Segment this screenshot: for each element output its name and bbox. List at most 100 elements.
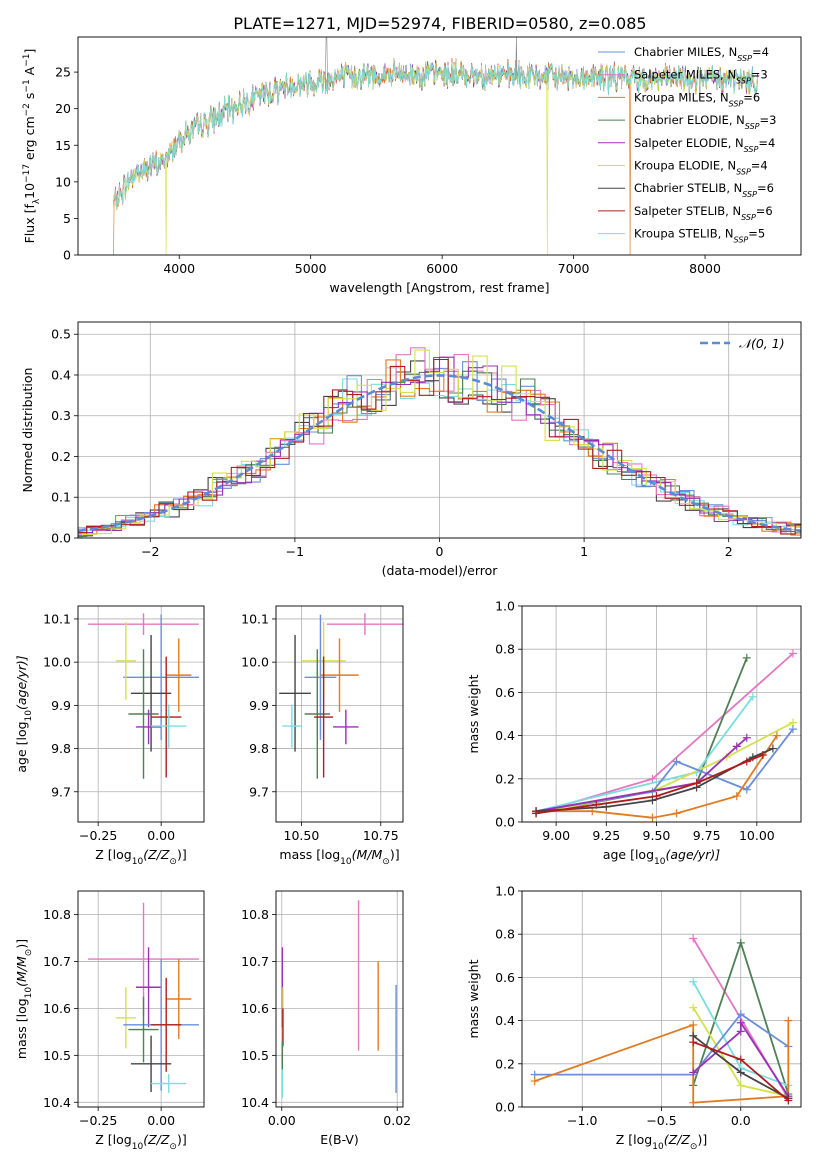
series-point-salpeter-stelib: [532, 809, 541, 818]
legend-entry: Chabrier MILES, NSSP=4: [634, 45, 769, 63]
axes-frame: [275, 890, 404, 1108]
x-axis-label-part: (age/yr)]: [665, 847, 720, 862]
y-tick-label: 10.7: [43, 954, 71, 969]
x-tick-label: 0.0: [731, 1113, 751, 1128]
series-point-kroupa-miles: [784, 1016, 793, 1025]
x-tick-label: 0: [436, 544, 444, 559]
y-tick-label: 0.2: [51, 449, 71, 464]
y-tick-label: 10.0: [43, 655, 71, 670]
series-point-chabrier-stelib: [736, 1068, 745, 1077]
y-axis-label-part: (age/yr)]: [14, 655, 29, 710]
y-tick-label: 1.0: [495, 884, 515, 899]
legend-entry-sub: SSP: [736, 76, 751, 85]
x-axis-label: Z [log10(Z/Z⊙)]: [95, 1132, 186, 1152]
x-axis-label-part: 10: [340, 857, 352, 867]
y-axis-label-part: ]: [22, 49, 37, 54]
x-axis-label-part: 10: [132, 857, 144, 867]
y-tick-label: 0.4: [495, 1013, 515, 1028]
x-axis-label-part: (M/M: [352, 847, 383, 862]
x-axis-label: mass [log10(M/M⊙)]: [279, 847, 399, 867]
legend-entry: Kroupa ELODIE, NSSP=4: [634, 159, 768, 177]
y-tick-label: 0.6: [495, 685, 515, 700]
y-axis-label-part: 10: [24, 987, 34, 999]
legend-entry-sub: SSP: [729, 99, 744, 108]
y-tick-label: 10.4: [241, 1095, 269, 1110]
x-axis-label: (data-model)/error: [382, 563, 499, 578]
y-axis-label-part: −17: [22, 164, 32, 183]
x-axis-label-part: (Z/Z: [143, 847, 170, 862]
legend-entry-sub: SSP: [744, 144, 759, 153]
legend-entry: Kroupa STELIB, NSSP=5: [634, 227, 765, 245]
histogram-kroupa-elodie: [78, 349, 801, 536]
series-line-chabrier-stelib: [536, 747, 774, 813]
x-tick-label: 10.75: [363, 828, 399, 843]
series-point-salpeter-stelib: [742, 757, 751, 766]
series-point-kroupa-miles: [530, 1077, 539, 1086]
x-axis-label-part: 10: [652, 1142, 664, 1152]
axes-frame: [275, 605, 404, 823]
legend-entry-label: Salpeter STELIB, N: [634, 204, 741, 218]
axes-frame: [77, 321, 802, 539]
y-tick-label: 0.4: [51, 367, 71, 382]
x-axis-label-part: )]: [177, 847, 187, 862]
series-point-kroupa-miles: [648, 813, 657, 822]
legend-entry: Kroupa MILES, NSSP=6: [634, 90, 760, 108]
x-axis-label-part: 10: [132, 1142, 144, 1152]
series-point-salpeter-miles: [689, 934, 698, 943]
axes-frame: [77, 890, 205, 1108]
y-tick-label: 0.2: [495, 771, 515, 786]
x-tick-label: −0.5: [646, 1113, 676, 1128]
x-axis-label: Z [log10(Z/Z⊙)]: [616, 1132, 707, 1152]
spectrum-line-kroupa-stelib: [113, 61, 758, 209]
series-point-chabrier-miles: [742, 785, 751, 794]
y-tick-label: 10.8: [43, 907, 71, 922]
y-tick-label: 5: [63, 211, 71, 226]
y-axis-label: mass weight: [466, 959, 481, 1038]
y-axis-label-part: )]: [14, 939, 29, 949]
x-tick-label: 7000: [558, 261, 590, 276]
y-tick-label: 9.9: [249, 698, 269, 713]
y-axis-label: Flux [fλ10−17 erg cm−2 s−1 A−1]: [22, 49, 42, 244]
series-point-salpeter-stelib: [784, 1096, 793, 1105]
x-axis-label-part: (Z/Z: [143, 1132, 170, 1147]
y-axis-label-part: ⊙: [24, 949, 34, 957]
legend-entry: 𝒩(0, 1): [739, 336, 785, 351]
series-line-chabrier-miles: [534, 1012, 789, 1076]
series-point-salpeter-stelib: [652, 792, 661, 801]
mass-vs-ebv-plot: 0.00 0.02 10.4 10.5 10.6 10.7 10.8 E(B-V): [241, 890, 411, 1147]
legend-entry-sub: SSP: [737, 54, 752, 63]
series-point-kroupa-miles: [689, 1098, 698, 1107]
y-tick-label: 20: [55, 101, 71, 116]
axes-frame: [521, 605, 802, 823]
x-tick-label: 0.02: [383, 1113, 411, 1128]
histogram-chabrier-miles: [78, 361, 801, 535]
legend-entry-n: =4: [758, 136, 775, 150]
series-point-chabrier-stelib: [602, 802, 611, 811]
legend-entry-n: =3: [760, 113, 777, 127]
spectrum-spike: [515, 37, 518, 80]
y-tick-label: 10.0: [241, 655, 269, 670]
y-axis-label-part: 10: [24, 710, 34, 722]
x-tick-label: 6000: [426, 261, 458, 276]
legend-entry-sub: SSP: [734, 235, 749, 244]
spectrum-line-kroupa-elodie: [113, 58, 758, 255]
legend-entry-label: Kroupa MILES, N: [634, 90, 729, 104]
y-axis-label-part: age [log: [14, 721, 29, 772]
y-tick-label: 0.4: [495, 728, 515, 743]
legend-entry-label: Chabrier MILES, N: [634, 45, 737, 59]
y-axis-label: mass [log10(M/M⊙)]: [14, 939, 34, 1059]
y-tick-label: 9.8: [51, 741, 71, 756]
legend-entry: Salpeter STELIB, NSSP=6: [634, 204, 773, 222]
series-point-salpeter-stelib: [689, 1038, 698, 1047]
legend-entry-n: =5: [748, 227, 765, 241]
x-axis-label-part: age [log: [603, 847, 654, 862]
legend-entry-n: =6: [743, 90, 760, 104]
x-tick-label: 9.25: [592, 828, 620, 843]
legend-entry: Chabrier STELIB, NSSP=6: [634, 181, 774, 199]
x-tick-label: 2: [725, 544, 733, 559]
y-tick-label: 10.5: [241, 1048, 269, 1063]
legend-entry-label: Chabrier STELIB, N: [634, 181, 742, 195]
series-point-chabrier-miles: [672, 757, 681, 766]
age-vs-z-plot: −0.25 0.009.79.89.910.010.1Z [log10(Z/Z⊙)…: [14, 605, 205, 867]
